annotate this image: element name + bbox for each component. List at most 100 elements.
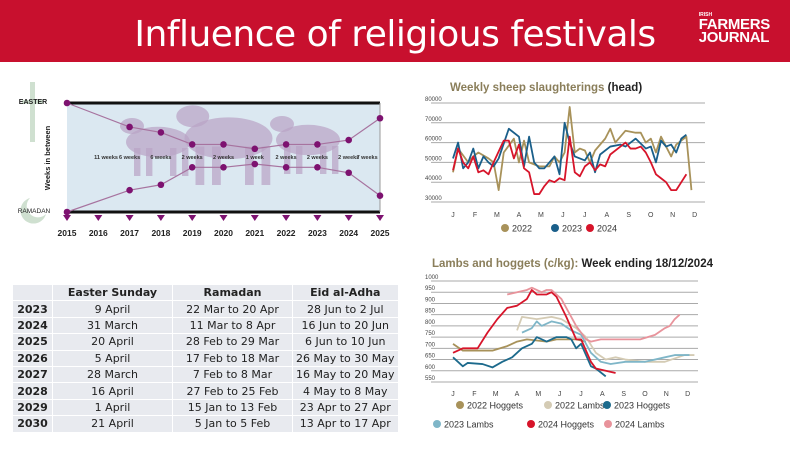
row-year: 2025 bbox=[12, 333, 53, 351]
sheep-leg bbox=[195, 146, 205, 185]
table-row: 2030 21 April 5 Jan to 5 Feb 13 Apr to 17 A… bbox=[12, 415, 399, 433]
table-cell: 23 Apr to 27 Apr bbox=[292, 398, 399, 417]
y-tick-label: 600 bbox=[425, 365, 436, 371]
logo-line: FARMERS bbox=[698, 16, 771, 33]
table-cell: 11 Mar to 8 Apr bbox=[172, 316, 293, 335]
table-cell: 26 May to 30 May bbox=[292, 349, 399, 367]
legend-swatch bbox=[527, 420, 535, 428]
year-marker-icon bbox=[376, 215, 384, 221]
series-line-2022-lambs bbox=[516, 316, 695, 363]
ramadan-line-point bbox=[314, 164, 321, 171]
ramadan-line-point bbox=[282, 164, 290, 171]
x-tick-label: A bbox=[604, 212, 609, 219]
sheep-silhouette bbox=[270, 116, 294, 132]
x-tick-label: O bbox=[642, 391, 648, 398]
gap-label: 2 weeks bbox=[182, 155, 203, 161]
year-label: 2020 bbox=[214, 228, 233, 238]
series-line-2024-hoggets bbox=[452, 289, 616, 374]
x-tick-label: A bbox=[517, 212, 522, 219]
ramadan-line-point bbox=[157, 181, 165, 189]
chart-title: Lambs and hoggets (c/kg): Week ending 18… bbox=[432, 258, 714, 270]
table-cell: 20 April bbox=[52, 333, 173, 351]
gap-label: 6 weeks bbox=[119, 155, 140, 161]
table-row: 2023 9 April 22 Mar to 20 Apr 28 Jun to 2 J… bbox=[12, 300, 399, 318]
y-tick-label: 50000 bbox=[425, 156, 442, 162]
sheep-leg bbox=[245, 146, 254, 185]
gap-label: 2 weeks bbox=[213, 155, 234, 161]
festival-gap-chart: 11 weeks 6 weeks 6 weeks 2 weeks 2 weeks 1 we… bbox=[18, 82, 390, 238]
legend-label: 2023 Hoggets bbox=[614, 401, 671, 411]
logo-line: JOURNAL bbox=[698, 29, 770, 46]
row-year: 2024 bbox=[12, 316, 53, 335]
sheep-leg bbox=[134, 148, 141, 176]
legend-label: 2022 Lambs bbox=[555, 401, 605, 411]
x-tick-label: F bbox=[472, 391, 476, 398]
legend-label: 2024 Hoggets bbox=[538, 420, 595, 430]
column-header: Eid al-Adha bbox=[292, 283, 399, 302]
x-tick-label: M bbox=[535, 391, 541, 398]
sheep-leg bbox=[212, 146, 221, 185]
festival-dates-table: Easter Sunday Ramadan Eid al-Adha 2023 9 … bbox=[12, 283, 399, 433]
x-tick-label: J bbox=[451, 391, 455, 398]
series-line-2024 bbox=[452, 135, 688, 195]
x-tick-label: N bbox=[664, 391, 669, 398]
table-cell: 28 Jun to 2 Jul bbox=[292, 300, 399, 318]
table-cell: 31 March bbox=[52, 316, 173, 335]
legend-label: 2024 Lambs bbox=[615, 420, 665, 430]
table-cell: 5 Jan to 5 Feb bbox=[172, 415, 293, 433]
year-marker-icon bbox=[313, 215, 322, 221]
legend-label: 2022 Hoggets bbox=[467, 401, 524, 411]
easter-line bbox=[66, 102, 381, 150]
easter-line-point bbox=[314, 141, 321, 148]
series-line-2022 bbox=[452, 106, 693, 192]
row-year: 2030 bbox=[12, 415, 53, 433]
y-tick-label: 40000 bbox=[425, 176, 442, 182]
legend-swatch bbox=[551, 224, 559, 232]
year-marker-icon bbox=[94, 215, 103, 221]
easter-line-point bbox=[345, 136, 353, 144]
year-marker-icon bbox=[250, 215, 259, 221]
table-row: 2025 20 April 28 Feb to 29 Mar 6 Jun to 10 … bbox=[12, 333, 399, 351]
x-tick-label: D bbox=[692, 212, 697, 219]
series-line-2024-lambs bbox=[506, 286, 681, 343]
sheep-slaughter-chart: Weekly sheep slaughterings (head) 80000 70… bbox=[425, 82, 705, 234]
table-cell: 16 May to 20 May bbox=[292, 365, 399, 384]
ramadan-line-point bbox=[63, 208, 71, 216]
gap-label: 2 weeks bbox=[307, 155, 328, 161]
table-row: 2028 16 April 27 Feb to 25 Feb 4 May to 8 M… bbox=[12, 382, 399, 400]
y-tick-label: 750 bbox=[425, 331, 436, 337]
logo-line: IRISH bbox=[698, 12, 713, 18]
sheep-leg bbox=[320, 146, 327, 174]
legend-label: 2024 bbox=[597, 224, 617, 234]
x-tick-label: S bbox=[626, 212, 631, 219]
y-tick-label: 900 bbox=[425, 297, 436, 303]
y-tick-label: 60000 bbox=[425, 137, 442, 143]
legend-label: 2022 bbox=[512, 224, 532, 234]
gap-label: 7 weeks bbox=[357, 155, 378, 161]
table-cell: 16 April bbox=[52, 382, 173, 400]
easter-line-point bbox=[251, 145, 259, 153]
legend-label: 2023 bbox=[562, 224, 582, 234]
row-year: 2023 bbox=[12, 300, 53, 318]
chart-title: Weekly sheep slaughterings (head) bbox=[450, 82, 642, 94]
gap-label: 11 weeks bbox=[94, 155, 118, 161]
column-header bbox=[12, 283, 53, 302]
y-tick-label: 650 bbox=[425, 354, 436, 360]
easter-line-point bbox=[282, 141, 290, 148]
legend-swatch bbox=[604, 420, 612, 428]
table-cell: 6 Jun to 10 Jun bbox=[292, 333, 399, 351]
table-cell: 28 March bbox=[52, 365, 173, 384]
year-label: 2019 bbox=[183, 228, 202, 238]
ramadan-line-point bbox=[220, 164, 227, 171]
year-marker-icon bbox=[219, 215, 228, 221]
year-marker-icon bbox=[188, 215, 197, 221]
chart-title-suffix: Week ending 18/12/2024 bbox=[578, 258, 713, 270]
easter-line-point bbox=[188, 141, 196, 148]
gap-label: 1 week bbox=[246, 155, 265, 161]
year-marker-icon bbox=[156, 215, 165, 221]
legend-swatch bbox=[433, 420, 441, 428]
year-marker-icon bbox=[125, 215, 134, 221]
column-header: Easter Sunday bbox=[52, 283, 173, 302]
x-tick-label: S bbox=[621, 391, 626, 398]
ramadan-line-point bbox=[345, 169, 353, 177]
